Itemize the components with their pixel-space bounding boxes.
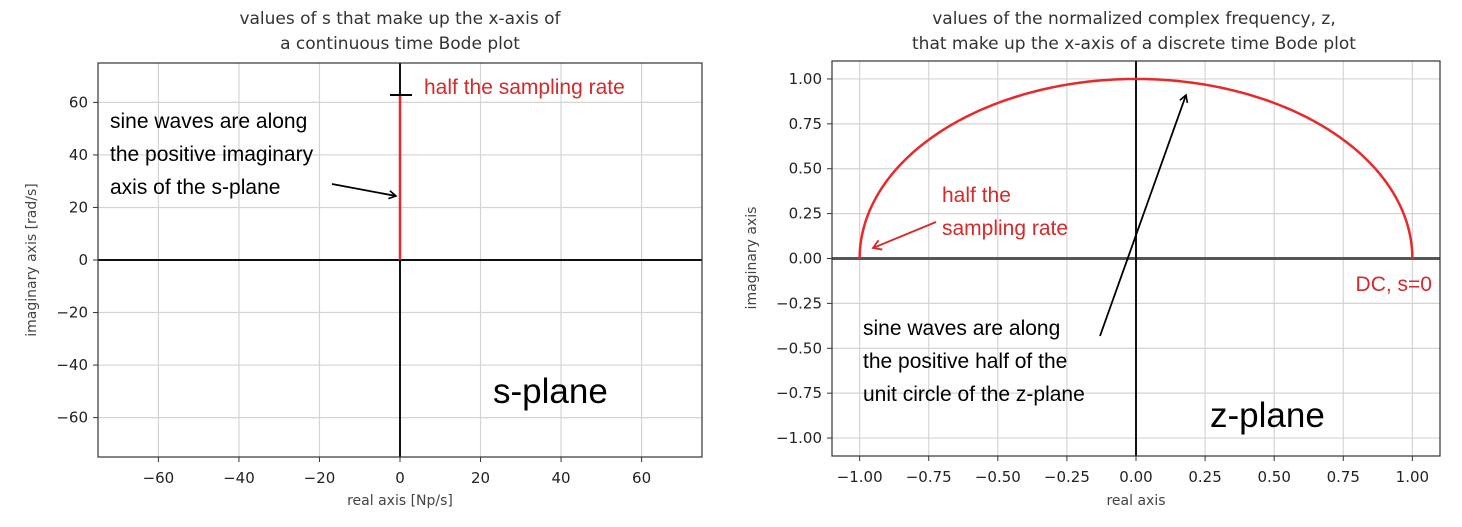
s-plane-label: s-plane xyxy=(493,372,608,411)
x-tick-label: −20 xyxy=(304,469,336,487)
x-tick-label: 0.50 xyxy=(1257,468,1290,486)
x-axis-label: real axis [Np/s] xyxy=(347,493,453,509)
x-axis-label: real axis xyxy=(1106,493,1165,509)
half-sampling-rate-annotation: half the sampling rate xyxy=(424,76,625,99)
y-tick-label: −0.50 xyxy=(776,339,822,357)
x-tick-label: 0 xyxy=(395,469,405,487)
x-tick-label: −0.50 xyxy=(975,468,1021,486)
x-tick-label: −40 xyxy=(223,469,255,487)
sine-waves-annotation-line-1: sine waves are along xyxy=(863,317,1060,340)
y-tick-label: −0.75 xyxy=(776,384,822,402)
y-axis-label: imaginary axis [rad/s] xyxy=(24,183,40,336)
z-plane-label: z-plane xyxy=(1210,396,1325,435)
half-sampling-rate-arrow xyxy=(871,221,937,251)
plot-frame xyxy=(97,62,703,458)
y-axis-label: imaginary axis xyxy=(744,207,760,310)
dc-annotation: DC, s=0 xyxy=(1356,273,1432,296)
sine-waves-annotation-line-2: the positive half of the xyxy=(863,350,1067,373)
x-tick-label: 0.25 xyxy=(1188,468,1221,486)
x-tick-label: 0.00 xyxy=(1119,468,1152,486)
x-tick-label: −0.75 xyxy=(906,468,952,486)
sine-waves-annotation-line-2: the positive imaginary xyxy=(110,143,314,166)
y-tick-label: −0.25 xyxy=(776,294,822,312)
sine-waves-annotation-line-1: sine waves are along xyxy=(110,110,307,133)
x-tick-label: −60 xyxy=(143,469,175,487)
y-tick-label: −20 xyxy=(56,304,88,322)
x-tick-label: −1.00 xyxy=(837,468,883,486)
x-tick-label: 20 xyxy=(471,469,490,487)
y-tick-label: 0.25 xyxy=(789,205,822,223)
plot-frame xyxy=(831,60,1441,457)
y-tick-label: 1.00 xyxy=(789,70,822,88)
y-tick-label: −1.00 xyxy=(776,429,822,447)
y-tick-label: 0.75 xyxy=(789,115,822,133)
y-tick-label: 0.50 xyxy=(789,160,822,178)
y-tick-label: −40 xyxy=(56,356,88,374)
x-tick-label: 1.00 xyxy=(1396,468,1429,486)
y-tick-labels: 1.00 0.75 0.50 0.25 0.00 −0.25 −0.50 −0.75 −1.00 xyxy=(776,70,822,447)
y-tick-label: 20 xyxy=(69,198,88,216)
chart-title-line-1: values of s that make up the x-axis of xyxy=(239,9,561,29)
chart-title-line-1: values of the normalized complex frequen… xyxy=(932,9,1336,29)
y-tick-label: 0 xyxy=(78,251,88,269)
s-plane-chart: values of s that make up the x-axis of a… xyxy=(24,9,703,509)
y-tick-labels: −60 −40 −20 0 20 40 60 xyxy=(56,93,88,426)
x-tick-labels: −60 −40 −20 0 20 40 60 xyxy=(143,469,652,487)
half-sampling-rate-annotation-line-1: half the xyxy=(942,184,1011,207)
sine-waves-annotation-line-3: unit circle of the z-plane xyxy=(863,383,1085,406)
y-tick-label: 60 xyxy=(69,93,88,111)
x-tick-label: 60 xyxy=(632,469,651,487)
x-tick-label: −0.25 xyxy=(1044,468,1090,486)
half-sampling-rate-annotation-line-2: sampling rate xyxy=(942,217,1068,240)
y-tick-label: 0.00 xyxy=(789,250,822,268)
chart-title-line-2: that make up the x-axis of a discrete ti… xyxy=(912,34,1356,54)
x-tick-label: 0.75 xyxy=(1327,468,1360,486)
y-tick-label: −60 xyxy=(56,409,88,427)
x-tick-labels: −1.00 −0.75 −0.50 −0.25 0.00 0.25 0.50 0.75 1.00 xyxy=(837,468,1429,486)
sine-waves-arrow xyxy=(331,183,398,200)
x-tick-label: 40 xyxy=(552,469,571,487)
unit-circle-upper-half xyxy=(858,77,1414,259)
sine-waves-annotation-line-3: axis of the s-plane xyxy=(110,176,280,199)
y-tick-label: 40 xyxy=(69,146,88,164)
sine-waves-arrow xyxy=(1099,93,1189,337)
chart-title-line-2: a continuous time Bode plot xyxy=(280,34,520,54)
z-plane-chart: values of the normalized complex frequen… xyxy=(744,9,1441,509)
